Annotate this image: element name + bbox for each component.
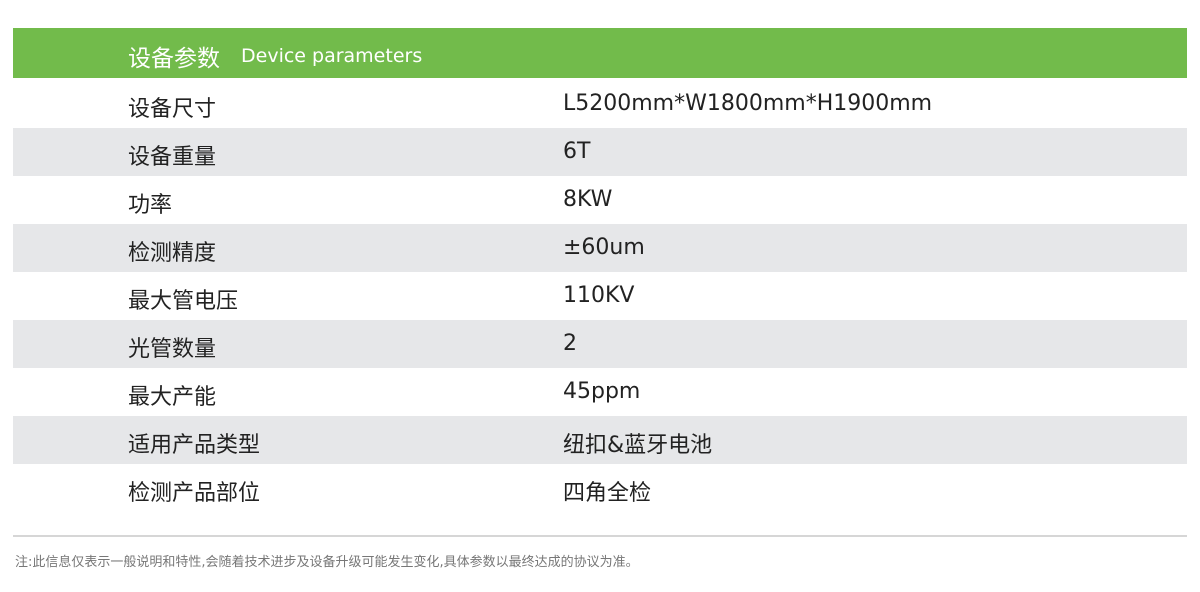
table-row: 检测精度 ±60um [13,224,1187,272]
param-value: 8KW [563,187,613,212]
param-label: 最大产能 [128,385,217,410]
param-label: 最大管电压 [128,289,239,314]
param-value: 纽扣&蓝牙电池 [563,433,713,458]
table-row: 设备重量 6T [13,128,1187,176]
param-value: 45ppm [563,379,641,404]
param-label: 设备重量 [128,145,217,170]
param-value: 四角全检 [563,481,652,506]
param-label: 光管数量 [128,337,217,362]
param-label: 功率 [128,193,173,218]
table-row: 最大产能 45ppm [13,368,1187,416]
parameters-table: 设备尺寸 L5200mm*W1800mm*H1900mm 设备重量 6T 功率 8KW… [13,80,1187,512]
table-row: 适用产品类型 纽扣&蓝牙电池 [13,416,1187,464]
table-row: 光管数量 2 [13,320,1187,368]
table-row: 功率 8KW [13,176,1187,224]
param-label: 设备尺寸 [128,97,217,122]
table-row: 检测产品部位 四角全检 [13,464,1187,512]
divider [13,535,1187,537]
param-label: 检测精度 [128,241,217,266]
section-header: 设备参数 Device parameters [13,28,1187,78]
param-value: 2 [563,331,577,356]
table-row: 设备尺寸 L5200mm*W1800mm*H1900mm [13,80,1187,128]
param-value: L5200mm*W1800mm*H1900mm [563,91,933,116]
param-value: ±60um [563,235,645,260]
param-value: 110KV [563,283,635,308]
section-title-zh: 设备参数 [128,46,220,72]
disclaimer-note: 注:此信息仅表示一般说明和特性,会随着技术进步及设备升级可能发生变化,具体参数以… [15,555,639,570]
param-label: 适用产品类型 [128,433,261,458]
param-label: 检测产品部位 [128,481,261,506]
param-value: 6T [563,139,591,164]
section-title-en: Device parameters [241,45,423,67]
table-row: 最大管电压 110KV [13,272,1187,320]
